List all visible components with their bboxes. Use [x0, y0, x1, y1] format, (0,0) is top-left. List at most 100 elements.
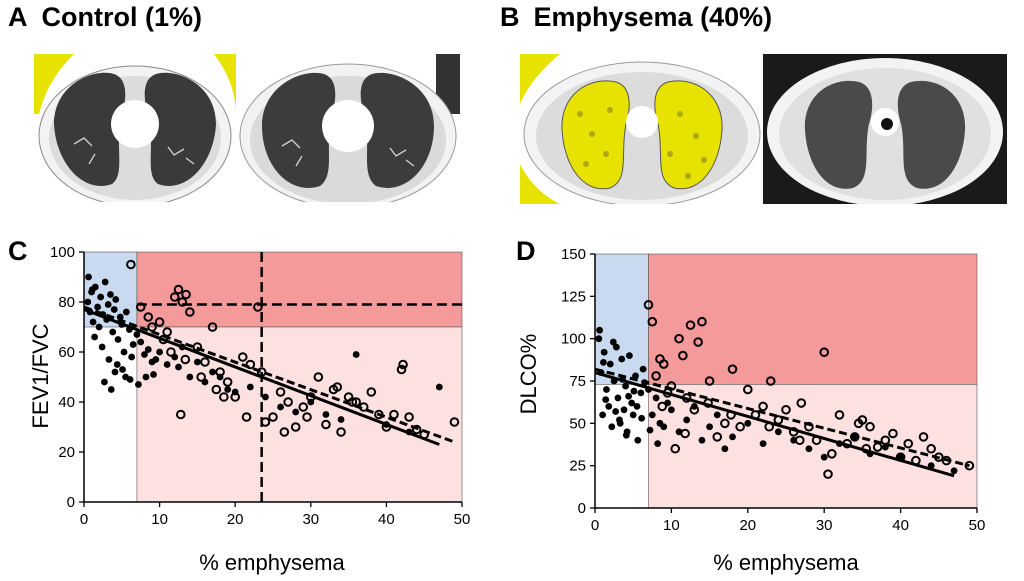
data-point-open [888, 428, 898, 439]
data-point-filled [122, 308, 130, 316]
data-point-filled [107, 386, 115, 393]
data-point-open [180, 354, 191, 365]
data-point-open [283, 397, 293, 407]
data-point-filled [152, 356, 160, 363]
data-point-filled [137, 338, 145, 346]
data-point-filled [652, 394, 660, 402]
data-point-open [237, 352, 248, 362]
data-point-filled [156, 348, 164, 356]
panel-b-caption: Emphysema (40%) [533, 2, 773, 32]
data-point-filled [622, 382, 629, 390]
data-point-open [245, 359, 256, 370]
data-point-open [321, 419, 331, 430]
y-tick-label: 100 [50, 244, 75, 261]
data-point-filled [774, 428, 782, 436]
region-obstructed-high [136, 251, 463, 328]
data-point-filled [606, 360, 614, 368]
fit-line-dashed [594, 367, 970, 468]
data-point-open [685, 320, 696, 330]
data-point-filled [97, 293, 105, 301]
data-point-filled [698, 436, 706, 444]
data-point-open [279, 427, 290, 437]
data-point-filled [109, 328, 117, 336]
data-point-open [658, 359, 669, 369]
x-tick-label: 30 [302, 511, 319, 528]
x-tick-label: 0 [591, 517, 599, 534]
data-point-filled [648, 411, 656, 419]
data-point-filled [759, 440, 767, 448]
data-point-filled [144, 346, 152, 353]
data-point-filled [706, 423, 713, 431]
y-tick-label: 50 [569, 415, 586, 432]
data-point-filled [612, 343, 620, 351]
x-tick-label: 50 [969, 517, 986, 534]
panel-b-title: B Emphysema (40%) [500, 2, 772, 33]
data-point-open [336, 427, 346, 437]
data-point-open [865, 421, 875, 432]
data-point-filled [84, 298, 92, 306]
data-point-open [680, 428, 690, 439]
data-point-open [678, 350, 688, 361]
data-point-filled [602, 396, 610, 404]
data-point-open [657, 401, 668, 412]
data-point-filled [120, 348, 128, 356]
data-point-filled [91, 333, 98, 341]
data-point-filled [95, 323, 103, 331]
data-point-filled [101, 378, 108, 386]
data-point-filled [322, 411, 330, 418]
data-point-open [219, 392, 229, 402]
data-point-open [689, 404, 700, 415]
panel-a-letter: A [8, 2, 28, 32]
data-point-filled [112, 296, 120, 303]
data-point-open [720, 418, 730, 429]
data-point-open [166, 347, 176, 357]
data-point-open [177, 297, 188, 307]
data-point-filled [625, 392, 633, 400]
data-point-open [173, 284, 184, 295]
data-point-filled [744, 419, 752, 427]
data-point-filled [224, 386, 232, 393]
data-point-filled [596, 326, 603, 334]
data-point-filled [94, 303, 102, 311]
data-point-filled [820, 453, 828, 461]
data-point-open [794, 435, 805, 446]
data-point-filled [600, 348, 608, 356]
x-tick-label: 40 [892, 517, 909, 534]
data-point-filled [150, 371, 157, 378]
data-point-filled [128, 353, 136, 361]
data-point-open [196, 372, 206, 382]
data-point-filled [605, 403, 613, 410]
data-point-filled [141, 351, 148, 358]
data-point-filled [277, 403, 284, 411]
data-point-open [143, 312, 154, 322]
data-point-open [398, 359, 408, 370]
data-point-open [215, 367, 225, 377]
data-point-open [260, 417, 271, 427]
panel-a-caption: Control (1%) [41, 2, 202, 32]
data-point-filled [618, 355, 626, 363]
data-point-filled [111, 368, 119, 376]
data-point-open [290, 422, 301, 432]
data-point-filled [629, 411, 637, 419]
data-point-filled [186, 373, 194, 381]
x-tick-label: 0 [80, 511, 88, 528]
data-point-filled [637, 389, 645, 397]
chart-c-letter: C [8, 236, 28, 266]
data-point-filled [246, 383, 254, 391]
data-point-filled [634, 436, 642, 444]
data-point-filled [609, 338, 617, 346]
fit-line-solid [83, 308, 440, 446]
data-point-open [819, 347, 830, 358]
data-point-open [964, 460, 975, 471]
data-point-open [268, 412, 278, 422]
data-point-filled [616, 419, 624, 427]
y-tick-label: 40 [58, 394, 75, 411]
data-point-open [211, 384, 222, 395]
data-point-open [781, 404, 791, 415]
data-point-filled [163, 361, 171, 368]
data-point-open [404, 412, 414, 422]
data-point-filled [133, 331, 141, 338]
data-point-filled [622, 431, 630, 439]
data-point-filled [683, 416, 691, 424]
data-point-open [697, 316, 707, 327]
